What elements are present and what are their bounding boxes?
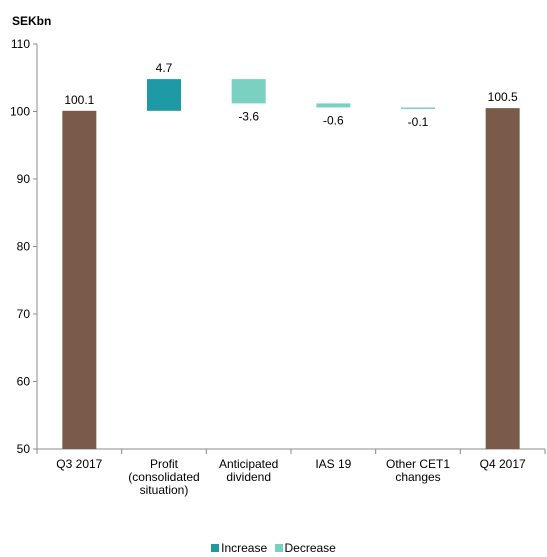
bar-decrease [316,103,351,108]
x-tick-label-line: Q4 2017 [480,457,526,471]
data-label: -0.1 [408,115,429,129]
x-tick-label-line: IAS 19 [315,457,351,471]
y-tick-label: 110 [11,37,30,51]
legend-item-decrease: Decrease [274,541,336,555]
x-tick-label-line: (consolidated [128,470,199,484]
legend-swatch-decrease [274,544,283,552]
x-tick-label-line: changes [395,470,440,484]
bar-total [485,108,520,449]
y-tick-label: 90 [17,172,31,186]
bar-increase [147,79,181,111]
y-tick-label: 80 [17,240,31,254]
x-tick-label-line: dividend [226,470,271,484]
x-tick-label: Profit (consolidated situation) [128,457,199,497]
y-tick-label: 100 [10,105,30,119]
data-label: 100.5 [488,90,518,104]
bar-decrease [401,107,435,109]
x-tick-label: Q4 2017 [480,457,526,471]
y-tick-label: 70 [17,307,31,321]
data-label: -0.6 [323,113,344,127]
x-tick-label-line: situation) [140,483,189,497]
legend-label-decrease: Decrease [284,541,336,555]
bar-total [62,110,97,449]
x-tick-label: Q3 2017 [56,457,102,471]
legend: Increase Decrease [0,541,547,555]
x-tick-label-line: Profit [150,457,179,471]
x-tick-label: IAS 19 [315,457,351,471]
legend-item-increase: Increase [211,541,267,555]
legend-label-increase: Increase [221,541,268,555]
unit-label: SEKbn [12,14,52,28]
x-tick-label-line: Q3 2017 [56,457,102,471]
legend-swatch-increase [211,544,220,552]
waterfall-chart: 50 60 70 80 90 100 110 100.1 4.7 -3.6 -0.6 -0.1 100.… [10,37,546,497]
x-tick-label-line: Other CET1 [386,457,450,471]
data-label: 4.7 [156,61,173,75]
y-tick-label: 50 [17,442,31,456]
x-tick-label: Anticipated dividend [219,457,278,484]
data-label: 100.1 [64,93,94,107]
x-tick-label-line: Anticipated [219,457,278,471]
y-tick-label: 60 [17,375,31,389]
data-label: -3.6 [238,109,259,123]
x-tick-label: Other CET1 changes [386,457,450,484]
bar-decrease [231,79,266,104]
